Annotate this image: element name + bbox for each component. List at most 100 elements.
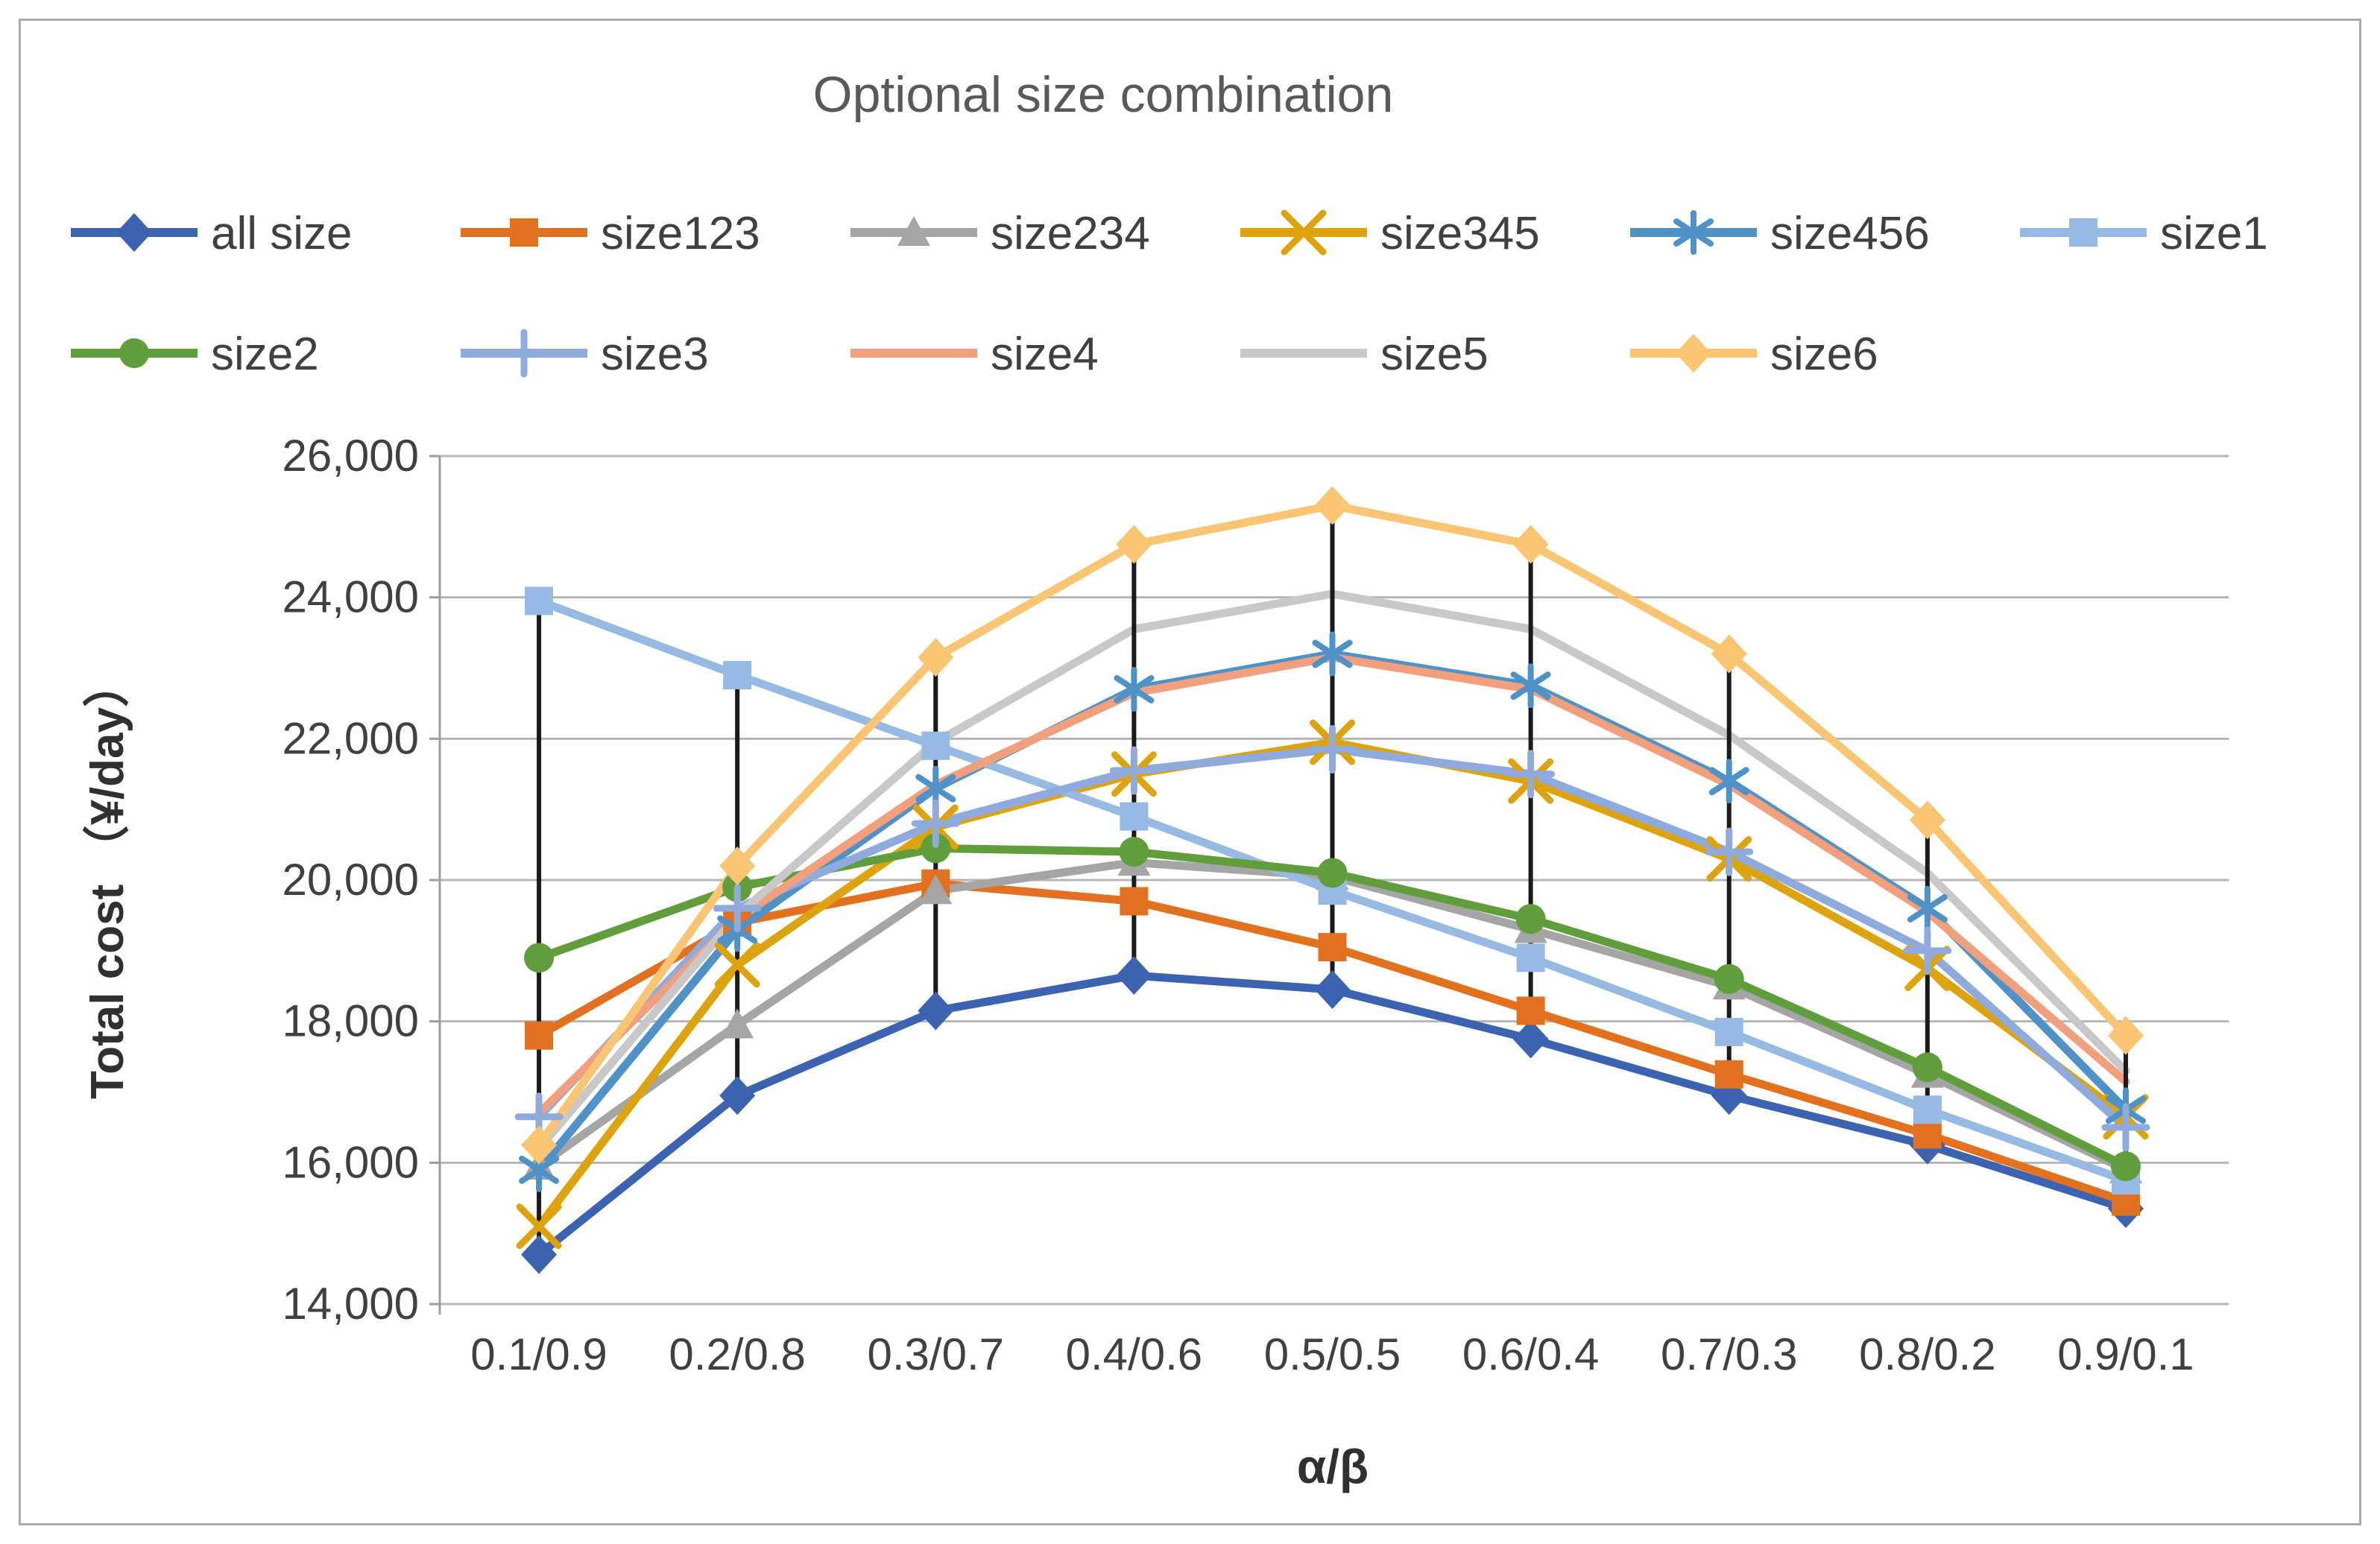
data-point-marker — [897, 216, 930, 246]
data-point-marker — [521, 1235, 558, 1274]
data-point-marker — [1120, 802, 1149, 831]
data-point-marker — [723, 660, 752, 689]
data-point-marker — [918, 638, 954, 677]
data-point-marker — [1714, 1017, 1743, 1046]
x-tick-label: 0.4/0.6 — [1066, 1329, 1203, 1379]
data-point-marker — [919, 874, 953, 905]
legend-item-size1: size1 — [2020, 208, 2268, 259]
data-point-marker — [1907, 885, 1948, 931]
data-point-marker — [921, 731, 950, 760]
data-point-marker — [714, 942, 760, 988]
legend-item-size123: size123 — [461, 208, 760, 259]
data-point-marker — [499, 329, 549, 378]
legend-label: size2 — [211, 329, 319, 380]
y-tick-label: 24,000 — [282, 572, 419, 622]
chart-title: Optional size combination — [813, 66, 1394, 123]
data-point-marker — [2101, 1103, 2150, 1152]
data-point-marker — [1516, 943, 1545, 972]
data-point-marker — [525, 1021, 554, 1050]
data-point-marker — [1119, 837, 1149, 867]
x-tick-label: 0.2/0.8 — [669, 1329, 806, 1379]
data-point-marker — [1114, 666, 1155, 712]
legend-label: size1 — [2160, 208, 2268, 259]
data-point-marker — [1312, 631, 1353, 677]
data-point-marker — [1711, 634, 1747, 674]
data-point-marker — [1913, 1120, 1942, 1149]
y-axis-title: Total cost （¥/day） — [81, 661, 133, 1099]
x-tick-label: 0.9/0.1 — [2057, 1329, 2194, 1379]
data-point-marker — [1913, 1095, 1942, 1124]
data-point-marker — [1510, 663, 1551, 709]
legend-label: size345 — [1380, 208, 1540, 259]
x-tick-label: 0.8/0.2 — [1859, 1329, 1996, 1379]
data-point-marker — [1308, 725, 1357, 774]
data-point-marker — [1281, 209, 1327, 256]
legend-item-size3: size3 — [461, 329, 709, 380]
legend-item-size2: size2 — [71, 329, 319, 380]
data-point-marker — [1912, 1052, 1942, 1083]
data-point-marker — [1708, 759, 1749, 804]
data-point-marker — [1314, 486, 1351, 525]
data-point-marker — [1314, 969, 1351, 1009]
legend-label: size3 — [601, 329, 709, 380]
data-point-marker — [1515, 904, 1546, 934]
legend-item-size6: size6 — [1630, 329, 1878, 380]
data-point-marker — [1116, 525, 1152, 564]
data-point-marker — [119, 338, 149, 368]
data-point-marker — [1714, 1060, 1743, 1089]
data-point-marker — [1516, 996, 1545, 1025]
data-point-marker — [1673, 210, 1714, 255]
data-point-marker — [1903, 926, 1952, 975]
data-point-marker — [719, 847, 756, 886]
legend-item-size234: size234 — [850, 208, 1150, 259]
plot-area: 14,000 16,000 18,000 20,000 22,000 24,000 26,0… — [282, 431, 2229, 1379]
y-tick-label: 20,000 — [282, 855, 419, 905]
x-tick-label: 0.7/0.3 — [1661, 1329, 1798, 1379]
data-point-marker — [510, 218, 538, 247]
data-point-marker — [2110, 1151, 2141, 1182]
legend-item-size4: size4 — [850, 329, 1099, 380]
y-tick-label: 16,000 — [282, 1137, 419, 1187]
data-point-marker — [1512, 525, 1549, 564]
data-point-marker — [516, 1203, 562, 1250]
data-point-marker — [1705, 827, 1754, 876]
data-point-marker — [1116, 956, 1152, 996]
x-tick-label: 0.1/0.9 — [470, 1329, 607, 1379]
data-point-marker — [911, 799, 960, 848]
legend-label: size6 — [1770, 329, 1878, 380]
x-axis-title: α/β — [1297, 1440, 1369, 1493]
y-tick-label: 26,000 — [282, 431, 419, 481]
x-tick-label: 0.3/0.7 — [868, 1329, 1005, 1379]
data-point-marker — [2107, 1016, 2144, 1055]
x-tick-label: 0.5/0.5 — [1264, 1329, 1401, 1379]
y-tick-label: 18,000 — [282, 996, 419, 1046]
x-tick-label: 0.6/0.4 — [1462, 1329, 1600, 1379]
data-point-marker — [1109, 746, 1158, 795]
legend-label: size123 — [601, 208, 760, 259]
data-point-marker — [921, 833, 951, 864]
data-point-marker — [116, 213, 152, 252]
y-tick-label: 22,000 — [282, 713, 419, 763]
data-point-marker — [1714, 964, 1744, 994]
data-point-marker — [918, 991, 954, 1031]
data-point-marker — [719, 1076, 756, 1116]
legend-label: all size — [211, 208, 353, 259]
chart-border — [19, 19, 2361, 1525]
legend-label: size456 — [1770, 208, 1930, 259]
legend-item-size5: size5 — [1240, 329, 1489, 380]
legend-label: size4 — [991, 329, 1099, 380]
y-tick-label: 14,000 — [282, 1279, 419, 1329]
data-point-marker — [521, 1125, 558, 1165]
data-point-marker — [524, 943, 555, 973]
legend-label: size234 — [991, 208, 1150, 259]
data-point-marker — [1676, 334, 1711, 373]
legend-item-size456: size456 — [1630, 208, 1930, 259]
chart-legend: all size size123 size234 size345 size456 size… — [71, 208, 2268, 380]
legend-label: size5 — [1380, 329, 1489, 380]
legend-item-size345: size345 — [1240, 208, 1540, 259]
data-point-marker — [1512, 1019, 1549, 1059]
data-point-marker — [1909, 800, 1945, 840]
data-point-marker — [1317, 858, 1348, 888]
